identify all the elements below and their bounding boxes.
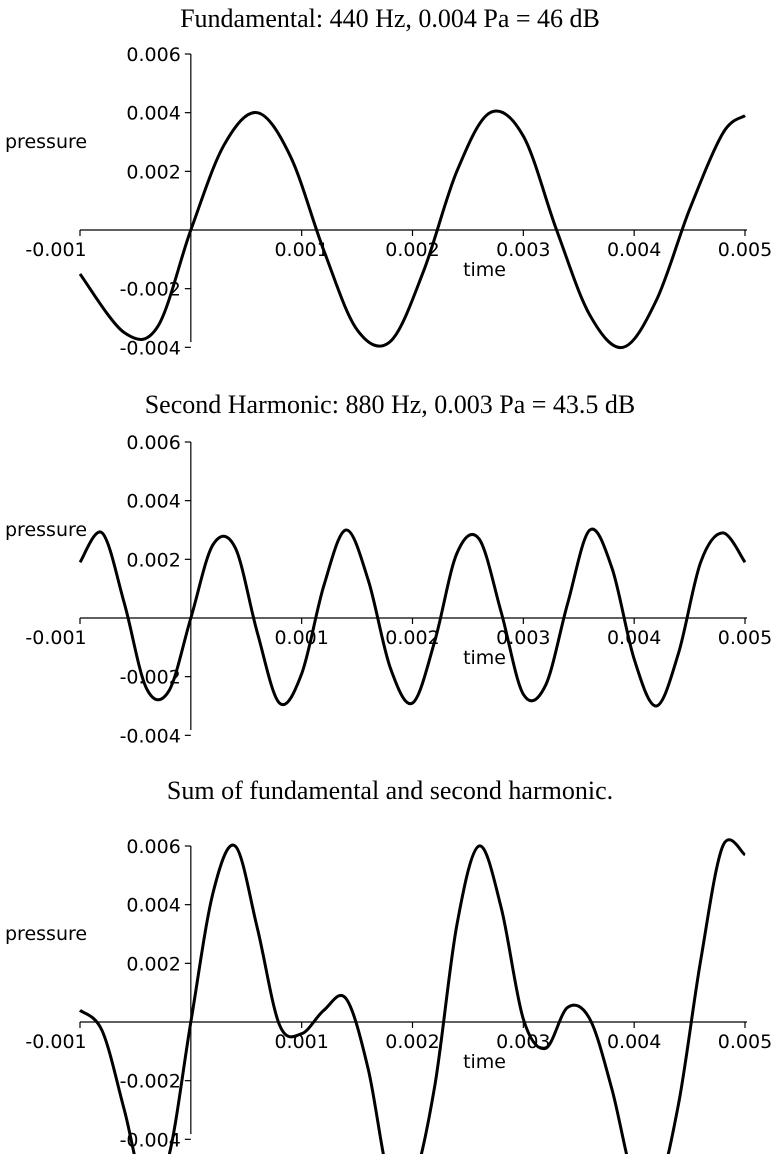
line-chart: -0.001 0.001 0.002 0.003 0.004 0.005 0.006 0.00… — [5, 44, 772, 359]
y-tick-label: 0.002 — [126, 953, 180, 975]
y-tick-label: 0.004 — [126, 103, 180, 125]
x-tick-label: 0.004 — [607, 1031, 661, 1053]
y-axis-label: pressure — [5, 923, 87, 945]
series-line — [78, 838, 746, 1154]
chart-title: Sum of fundamental and second harmonic. — [166, 776, 614, 805]
x-tick-label: 0.001 — [274, 239, 328, 261]
x-tick-label: -0.001 — [25, 239, 86, 261]
x-tick-label: 0.004 — [607, 627, 661, 649]
x-tick-label: 0.003 — [496, 239, 550, 261]
y-tick-label: 0.006 — [126, 836, 180, 858]
x-tick-label: 0.002 — [385, 239, 439, 261]
y-tick-label: -0.004 — [120, 337, 181, 359]
x-axis-label: time — [463, 1051, 506, 1073]
y-tick-label: 0.004 — [126, 895, 180, 917]
y-tick-label: -0.004 — [120, 1129, 181, 1151]
y-tick-label: 0.002 — [126, 549, 180, 571]
x-tick-label: -0.001 — [25, 1031, 86, 1053]
y-axis-label: pressure — [5, 519, 87, 541]
x-tick-label: 0.005 — [718, 1031, 772, 1053]
x-tick-label: 0.004 — [607, 239, 661, 261]
y-tick-label: -0.002 — [120, 279, 181, 301]
x-tick-label: 0.005 — [718, 239, 772, 261]
chart-title: Fundamental: 440 Hz, 0.004 Pa = 46 dB — [180, 4, 600, 33]
y-tick-label: -0.002 — [120, 1071, 181, 1093]
line-chart: -0.001 0.001 0.002 0.003 0.004 0.0050.0060.00… — [5, 432, 772, 747]
x-axis-label: time — [463, 259, 506, 281]
x-tick-label: 0.001 — [274, 627, 328, 649]
chart-title: Second Harmonic: 880 Hz, 0.003 Pa = 43.5… — [144, 390, 636, 419]
series-line — [78, 109, 746, 349]
x-tick-label: 0.005 — [718, 627, 772, 649]
x-tick-label: 0.002 — [385, 627, 439, 649]
x-tick-label: 0.002 — [385, 1031, 439, 1053]
y-tick-label: 0.006 — [126, 44, 180, 66]
x-tick-label: -0.001 — [25, 627, 86, 649]
series-line — [78, 527, 747, 708]
y-tick-label: 0.006 — [126, 432, 180, 454]
y-axis-label: pressure — [5, 131, 87, 153]
line-chart: -0.001 0.001 0.002 0.003 0.004 0.0050.0060.00… — [5, 836, 772, 1154]
y-tick-label: 0.004 — [126, 491, 180, 513]
x-axis-label: time — [463, 647, 506, 669]
y-tick-label: -0.002 — [120, 667, 181, 689]
y-tick-label: 0.002 — [126, 161, 180, 183]
y-tick-label: -0.004 — [120, 725, 181, 747]
